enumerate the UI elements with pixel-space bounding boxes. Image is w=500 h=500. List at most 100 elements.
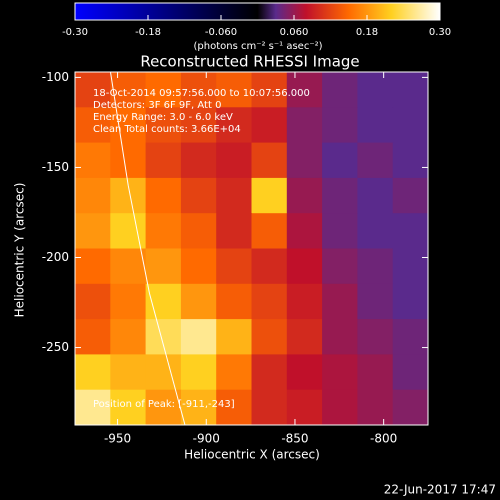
footer: 22-Jun-2017 17:47 xyxy=(384,483,496,497)
heatmap-cell xyxy=(357,319,394,355)
heatmap-cell xyxy=(110,142,147,179)
colorbar-label: (photons cm⁻² s⁻¹ asec⁻²) xyxy=(193,41,322,52)
heatmap-cell xyxy=(145,213,182,249)
colorbar-tick-label: 0.30 xyxy=(429,27,451,38)
heatmap-cell xyxy=(286,213,323,249)
heatmap-cell xyxy=(357,72,394,108)
heatmap-cell xyxy=(145,389,182,426)
heatmap-cell xyxy=(251,107,288,144)
peak-label: Position of Peak: [-911,-243] xyxy=(93,399,235,410)
heatmap-cell xyxy=(75,107,111,144)
heatmap-cell xyxy=(357,142,394,179)
y-tick-label: -100 xyxy=(42,70,69,84)
colorbar-tick-label: -0.18 xyxy=(135,27,161,38)
heatmap-cell xyxy=(322,389,358,426)
heatmap-cell xyxy=(286,283,323,320)
heatmap-cell xyxy=(357,177,394,214)
heatmap-cell xyxy=(251,283,288,320)
heatmap-cell xyxy=(286,72,323,108)
x-tick-label: -950 xyxy=(104,432,131,446)
heatmap-cell xyxy=(392,177,429,214)
heatmap-cell xyxy=(180,177,217,214)
chart-title: Reconstructed RHESSI Image xyxy=(140,53,359,71)
heatmap-cell xyxy=(392,283,429,320)
heatmap-cell xyxy=(110,354,147,391)
heatmap-cell xyxy=(216,354,252,391)
colorbar-tick-label: 0.18 xyxy=(356,27,378,38)
heatmap-cell xyxy=(75,248,111,285)
annotation: Clean Total counts: 3.66E+04 xyxy=(93,124,241,135)
heatmap-cell xyxy=(286,177,323,214)
heatmap-cell xyxy=(145,248,182,285)
heatmap-cell xyxy=(322,72,358,108)
heatmap-cell xyxy=(392,142,429,179)
heatmap-cell xyxy=(180,354,217,391)
heatmap-cell xyxy=(110,389,147,426)
heatmap-cell xyxy=(145,354,182,391)
heatmap-cell xyxy=(322,248,358,285)
heatmap-cell xyxy=(180,107,217,144)
y-axis-label: Heliocentric Y (arcsec) xyxy=(13,183,27,318)
heatmap-cell xyxy=(145,319,182,355)
heatmap-cell xyxy=(145,142,182,179)
y-tick-label: -150 xyxy=(42,160,69,174)
heatmap-cell xyxy=(392,72,429,108)
heatmap-cell xyxy=(322,107,358,144)
heatmap-cell xyxy=(251,319,288,355)
colorbar-tick-label: 0.060 xyxy=(280,27,309,38)
heatmap-cell xyxy=(286,389,323,426)
heatmap-cell xyxy=(286,319,323,355)
heatmap-cell xyxy=(75,72,111,108)
heatmap-cell xyxy=(180,72,217,108)
heatmap-cell xyxy=(110,283,147,320)
heatmap-cell xyxy=(180,248,217,285)
heatmap-cell xyxy=(180,283,217,320)
heatmap-cell xyxy=(216,142,252,179)
heatmap-cell xyxy=(251,248,288,285)
heatmap-cell xyxy=(216,72,252,108)
heatmap-cell xyxy=(251,213,288,249)
heatmap-cell xyxy=(180,142,217,179)
heatmap-cell xyxy=(145,177,182,214)
heatmap-cell xyxy=(357,107,394,144)
heatmap-cell xyxy=(392,107,429,144)
heatmap-cell xyxy=(216,107,252,144)
heatmap-cell xyxy=(392,389,429,426)
heatmap-cell xyxy=(75,142,111,179)
heatmap-cell xyxy=(145,283,182,320)
heatmap-cell xyxy=(180,213,217,249)
heatmap-cell xyxy=(251,389,288,426)
heatmap-cell xyxy=(216,177,252,214)
heatmap-cell xyxy=(392,248,429,285)
heatmap-cell xyxy=(322,354,358,391)
heatmap-cell xyxy=(286,354,323,391)
heatmap-cell xyxy=(216,319,252,355)
annotation: Energy Range: 3.0 - 6.0 keV xyxy=(93,112,233,123)
colorbar xyxy=(74,2,441,21)
heatmap-cell xyxy=(251,177,288,214)
heatmap-cell xyxy=(357,389,394,426)
heatmap-cell xyxy=(357,213,394,249)
x-tick-label: -850 xyxy=(281,432,308,446)
heatmap-cell xyxy=(75,283,111,320)
x-tick-label: -900 xyxy=(193,432,220,446)
heatmap-cell xyxy=(322,319,358,355)
heatmap-cell xyxy=(392,319,429,355)
heatmap-cell xyxy=(357,354,394,391)
x-axis-label: Heliocentric X (arcsec) xyxy=(184,448,320,462)
heatmap-cell xyxy=(216,248,252,285)
heatmap-cell xyxy=(145,107,182,144)
heatmap-cell xyxy=(251,142,288,179)
heatmap-cell xyxy=(357,248,394,285)
heatmap-cell xyxy=(180,389,217,426)
heatmap-cell xyxy=(216,389,252,426)
heatmap-cell xyxy=(286,248,323,285)
heatmap-cell xyxy=(322,213,358,249)
annotation: Detectors: 3F 6F 9F, Att 0 xyxy=(93,100,221,111)
heatmap-cell xyxy=(216,283,252,320)
heatmap-cell xyxy=(286,142,323,179)
plot-frame xyxy=(74,71,429,426)
heatmap-cell xyxy=(75,177,111,214)
heatmap-cell xyxy=(392,213,429,249)
